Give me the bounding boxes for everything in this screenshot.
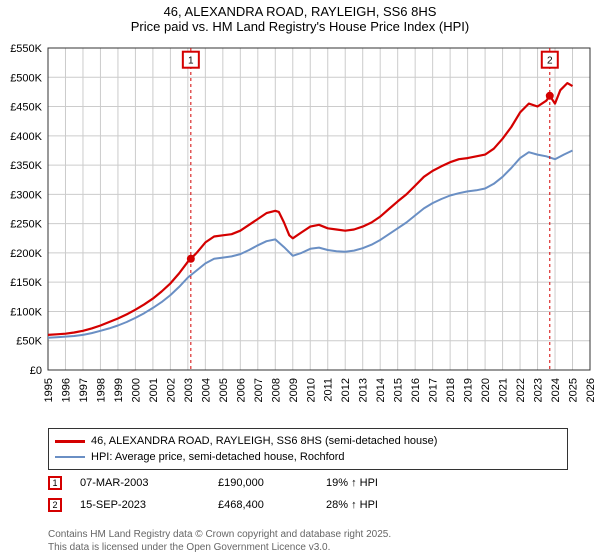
sale-price: £468,400 — [218, 499, 308, 511]
svg-text:2020: 2020 — [480, 378, 492, 402]
legend-swatch — [55, 440, 85, 443]
sale-row: 2 15-SEP-2023 £468,400 28% ↑ HPI — [48, 494, 568, 516]
sale-diff: 28% ↑ HPI — [326, 499, 426, 511]
svg-text:2008: 2008 — [270, 378, 282, 402]
svg-text:2013: 2013 — [358, 378, 370, 402]
svg-text:2023: 2023 — [533, 378, 545, 402]
svg-text:£250K: £250K — [10, 219, 42, 231]
svg-text:£200K: £200K — [10, 248, 42, 260]
sale-marker-icon: 1 — [48, 476, 62, 490]
svg-text:£50K: £50K — [16, 336, 42, 348]
svg-text:2009: 2009 — [288, 378, 300, 402]
svg-text:2002: 2002 — [165, 378, 177, 402]
svg-text:£500K: £500K — [10, 72, 42, 84]
legend-label: 46, ALEXANDRA ROAD, RAYLEIGH, SS6 8HS (s… — [91, 435, 437, 447]
svg-text:£100K: £100K — [10, 306, 42, 318]
svg-text:2015: 2015 — [393, 378, 405, 402]
svg-text:2017: 2017 — [428, 378, 440, 402]
footer-attribution: Contains HM Land Registry data © Crown c… — [48, 528, 391, 554]
sale-price: £190,000 — [218, 477, 308, 489]
svg-text:2007: 2007 — [253, 378, 265, 402]
chart-title-line1: 46, ALEXANDRA ROAD, RAYLEIGH, SS6 8HS — [0, 4, 600, 19]
sale-row: 1 07-MAR-2003 £190,000 19% ↑ HPI — [48, 472, 568, 494]
svg-text:2024: 2024 — [550, 378, 562, 402]
svg-text:1998: 1998 — [95, 378, 107, 402]
svg-text:1995: 1995 — [43, 378, 55, 402]
svg-text:2006: 2006 — [235, 378, 247, 402]
svg-text:2022: 2022 — [515, 378, 527, 402]
svg-text:2000: 2000 — [130, 378, 142, 402]
svg-text:£550K: £550K — [10, 43, 42, 55]
legend: 46, ALEXANDRA ROAD, RAYLEIGH, SS6 8HS (s… — [48, 428, 568, 470]
sale-date: 15-SEP-2023 — [80, 499, 200, 511]
legend-swatch — [55, 456, 85, 458]
sale-date: 07-MAR-2003 — [80, 477, 200, 489]
svg-text:2005: 2005 — [218, 378, 230, 402]
svg-text:2026: 2026 — [585, 378, 597, 402]
chart-title-line2: Price paid vs. HM Land Registry's House … — [0, 19, 600, 34]
svg-text:£450K: £450K — [10, 102, 42, 114]
svg-text:£0: £0 — [30, 365, 42, 377]
svg-text:2: 2 — [547, 56, 553, 67]
svg-text:2025: 2025 — [568, 378, 580, 402]
chart-title-block: 46, ALEXANDRA ROAD, RAYLEIGH, SS6 8HS Pr… — [0, 0, 600, 36]
svg-text:2014: 2014 — [375, 378, 387, 402]
svg-text:1: 1 — [188, 56, 194, 67]
svg-text:£300K: £300K — [10, 189, 42, 201]
legend-item: HPI: Average price, semi-detached house,… — [55, 449, 561, 465]
svg-text:£350K: £350K — [10, 160, 42, 172]
svg-text:1997: 1997 — [78, 378, 90, 402]
svg-text:2004: 2004 — [200, 378, 212, 402]
svg-text:2016: 2016 — [410, 378, 422, 402]
svg-text:2003: 2003 — [183, 378, 195, 402]
svg-text:2018: 2018 — [445, 378, 457, 402]
footer-line1: Contains HM Land Registry data © Crown c… — [48, 528, 391, 541]
sales-table: 1 07-MAR-2003 £190,000 19% ↑ HPI 2 15-SE… — [48, 472, 568, 516]
footer-line2: This data is licensed under the Open Gov… — [48, 541, 391, 554]
svg-text:2012: 2012 — [340, 378, 352, 402]
svg-text:1996: 1996 — [60, 378, 72, 402]
sale-diff: 19% ↑ HPI — [326, 477, 426, 489]
line-chart-svg: £0 £50K £100K £150K £200K £250K £300K £350K £400… — [0, 40, 600, 420]
svg-text:2021: 2021 — [498, 378, 510, 402]
legend-item: 46, ALEXANDRA ROAD, RAYLEIGH, SS6 8HS (s… — [55, 433, 561, 449]
svg-text:2019: 2019 — [463, 378, 475, 402]
sale-marker-icon: 2 — [48, 498, 62, 512]
svg-text:£400K: £400K — [10, 131, 42, 143]
legend-label: HPI: Average price, semi-detached house,… — [91, 451, 345, 463]
svg-text:£150K: £150K — [10, 277, 42, 289]
svg-text:2001: 2001 — [148, 378, 160, 402]
svg-text:1999: 1999 — [113, 378, 125, 402]
svg-text:2011: 2011 — [323, 378, 335, 402]
svg-text:2010: 2010 — [305, 378, 317, 402]
chart-area: £0 £50K £100K £150K £200K £250K £300K £350K £400… — [0, 40, 600, 420]
